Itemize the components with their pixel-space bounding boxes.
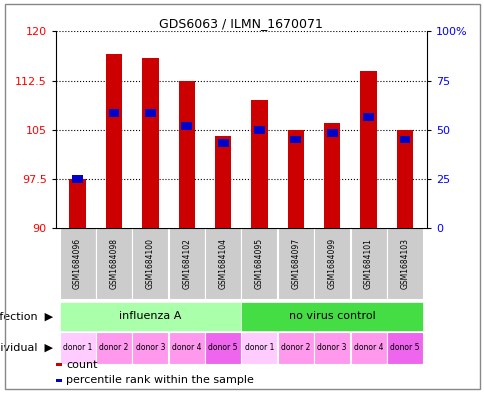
Bar	[142, 58, 158, 228]
Bar	[168, 332, 204, 364]
Bar	[314, 228, 349, 299]
Bar	[217, 139, 228, 147]
Bar	[60, 302, 241, 331]
Bar	[145, 109, 155, 117]
Bar	[251, 100, 267, 228]
Text: GSM1684100: GSM1684100	[146, 238, 154, 289]
Text: infection  ▶: infection ▶	[0, 311, 53, 321]
Bar	[350, 228, 386, 299]
Text: donor 2: donor 2	[99, 343, 128, 352]
Bar	[108, 109, 119, 117]
Bar	[205, 228, 241, 299]
Text: donor 3: donor 3	[317, 343, 346, 352]
Text: influenza A: influenza A	[119, 311, 181, 321]
Bar	[314, 332, 349, 364]
Text: GSM1684104: GSM1684104	[218, 238, 227, 289]
Text: count: count	[66, 360, 98, 370]
Bar	[168, 228, 204, 299]
Bar	[277, 228, 313, 299]
Bar	[254, 126, 264, 134]
Bar	[69, 179, 86, 228]
Text: donor 4: donor 4	[353, 343, 382, 352]
Bar	[323, 123, 340, 228]
Bar	[205, 332, 241, 364]
Bar	[181, 123, 192, 130]
Text: GSM1684101: GSM1684101	[363, 238, 372, 289]
Bar	[290, 136, 301, 143]
Text: GSM1684102: GSM1684102	[182, 238, 191, 289]
Text: donor 1: donor 1	[63, 343, 92, 352]
Bar	[241, 302, 422, 331]
Text: GSM1684098: GSM1684098	[109, 238, 118, 289]
Bar	[326, 129, 337, 137]
Bar	[386, 332, 422, 364]
Text: no virus control: no virus control	[288, 311, 375, 321]
Text: individual  ▶: individual ▶	[0, 343, 53, 353]
Bar	[350, 332, 386, 364]
Bar	[277, 332, 313, 364]
Text: donor 1: donor 1	[244, 343, 273, 352]
Bar	[60, 228, 95, 299]
Text: percentile rank within the sample: percentile rank within the sample	[66, 375, 254, 386]
Bar	[72, 175, 83, 183]
Text: GSM1684095: GSM1684095	[255, 238, 263, 289]
Bar	[132, 332, 168, 364]
Bar	[106, 54, 122, 228]
Bar	[132, 228, 168, 299]
Bar	[214, 136, 231, 228]
Bar	[178, 81, 195, 228]
Bar	[241, 228, 277, 299]
Bar	[396, 130, 412, 228]
Bar	[399, 136, 409, 143]
Bar	[60, 332, 95, 364]
Title: GDS6063 / ILMN_1670071: GDS6063 / ILMN_1670071	[159, 17, 322, 30]
Text: donor 5: donor 5	[390, 343, 419, 352]
Text: donor 4: donor 4	[172, 343, 201, 352]
Bar	[96, 228, 132, 299]
Text: donor 5: donor 5	[208, 343, 237, 352]
Text: donor 2: donor 2	[281, 343, 310, 352]
Text: GSM1684096: GSM1684096	[73, 238, 82, 289]
Text: GSM1684099: GSM1684099	[327, 238, 336, 289]
Bar	[363, 113, 373, 121]
Bar	[386, 228, 422, 299]
Text: GSM1684103: GSM1684103	[400, 238, 408, 289]
Bar	[287, 130, 303, 228]
Bar	[360, 71, 376, 228]
Bar	[96, 332, 132, 364]
Text: GSM1684097: GSM1684097	[291, 238, 300, 289]
Bar	[241, 332, 277, 364]
Text: donor 3: donor 3	[136, 343, 165, 352]
